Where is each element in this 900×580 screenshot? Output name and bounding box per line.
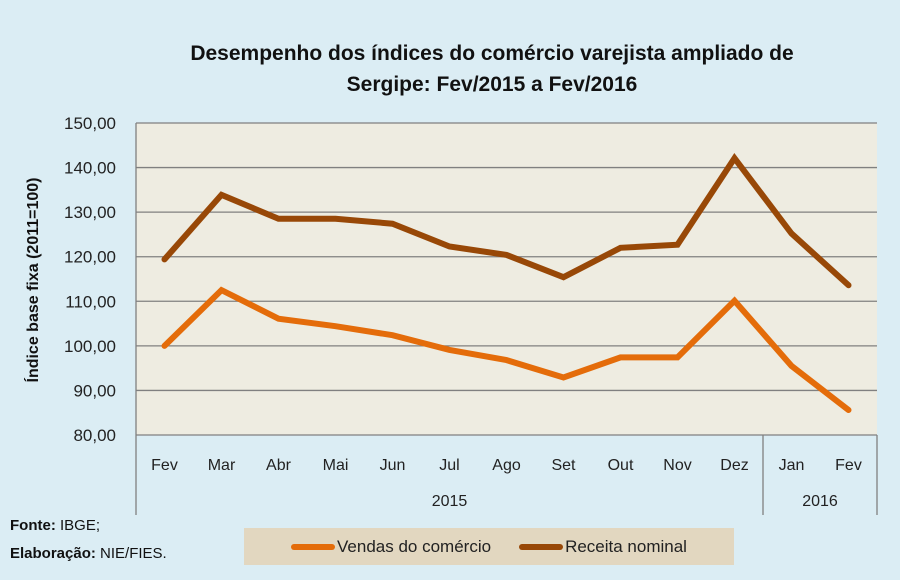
legend-label-vendas: Vendas do comércio — [337, 536, 492, 556]
preparation-label: Elaboração: — [10, 545, 96, 562]
year-group-label: 2015 — [432, 493, 468, 510]
y-tick-label: 140,00 — [64, 159, 116, 178]
y-tick-label: 130,00 — [64, 203, 116, 222]
chart-title-line-1: Desempenho dos índices do comércio varej… — [190, 42, 793, 65]
x-tick-label: Abr — [266, 457, 292, 474]
year-group-label: 2016 — [802, 493, 838, 510]
x-tick-label: Out — [608, 457, 634, 474]
y-axis-label: Índice base fixa (2011=100) — [23, 177, 42, 382]
legend-item-receita: Receita nominal — [519, 537, 687, 557]
x-tick-label: Fev — [835, 457, 862, 474]
x-tick-label: Dez — [720, 457, 748, 474]
y-tick-label: 90,00 — [73, 381, 116, 400]
plot-area — [136, 123, 877, 435]
x-tick-label: Fev — [151, 457, 178, 474]
legend-label-receita: Receita nominal — [565, 536, 687, 556]
y-axis-ticks: 80,00 90,00 100,00 110,00 120,00 130,00 140,00… — [64, 114, 116, 445]
x-tick-label: Jul — [439, 457, 459, 474]
y-tick-label: 110,00 — [65, 292, 116, 311]
source-label: Fonte: — [10, 517, 56, 534]
legend: Vendas do comércio Receita nominal — [244, 528, 734, 565]
y-tick-label: 120,00 — [64, 248, 116, 267]
x-tick-label: Set — [551, 457, 576, 474]
source-value: IBGE; — [55, 517, 101, 534]
x-tick-label: Jan — [779, 457, 805, 474]
x-axis: Fev Mar Abr Mai Jun Jul Ago Set Out Nov Dez Jan Fev 2… — [135, 435, 878, 515]
x-tick-label: Ago — [492, 457, 521, 474]
source-note: Fonte: IBGE; — [10, 517, 100, 534]
y-tick-label: 80,00 — [73, 426, 116, 445]
x-tick-label: Mai — [323, 457, 349, 474]
x-tick-label: Mar — [208, 457, 236, 474]
y-tick-label: 150,00 — [64, 114, 116, 133]
preparation-value: NIE/FIES. — [95, 545, 167, 562]
legend-swatch-vendas — [291, 543, 336, 550]
preparation-note: Elaboração: NIE/FIES. — [10, 545, 167, 562]
series-lines — [161, 153, 852, 413]
x-tick-label: Nov — [663, 457, 691, 474]
legend-item-vendas: Vendas do comércio — [291, 537, 491, 557]
y-tick-label: 100,00 — [64, 337, 116, 356]
legend-swatch-receita — [519, 543, 564, 550]
x-tick-label: Jun — [380, 457, 406, 474]
chart-title-line-2: Sergipe: Fev/2015 a Fev/2016 — [347, 73, 638, 96]
